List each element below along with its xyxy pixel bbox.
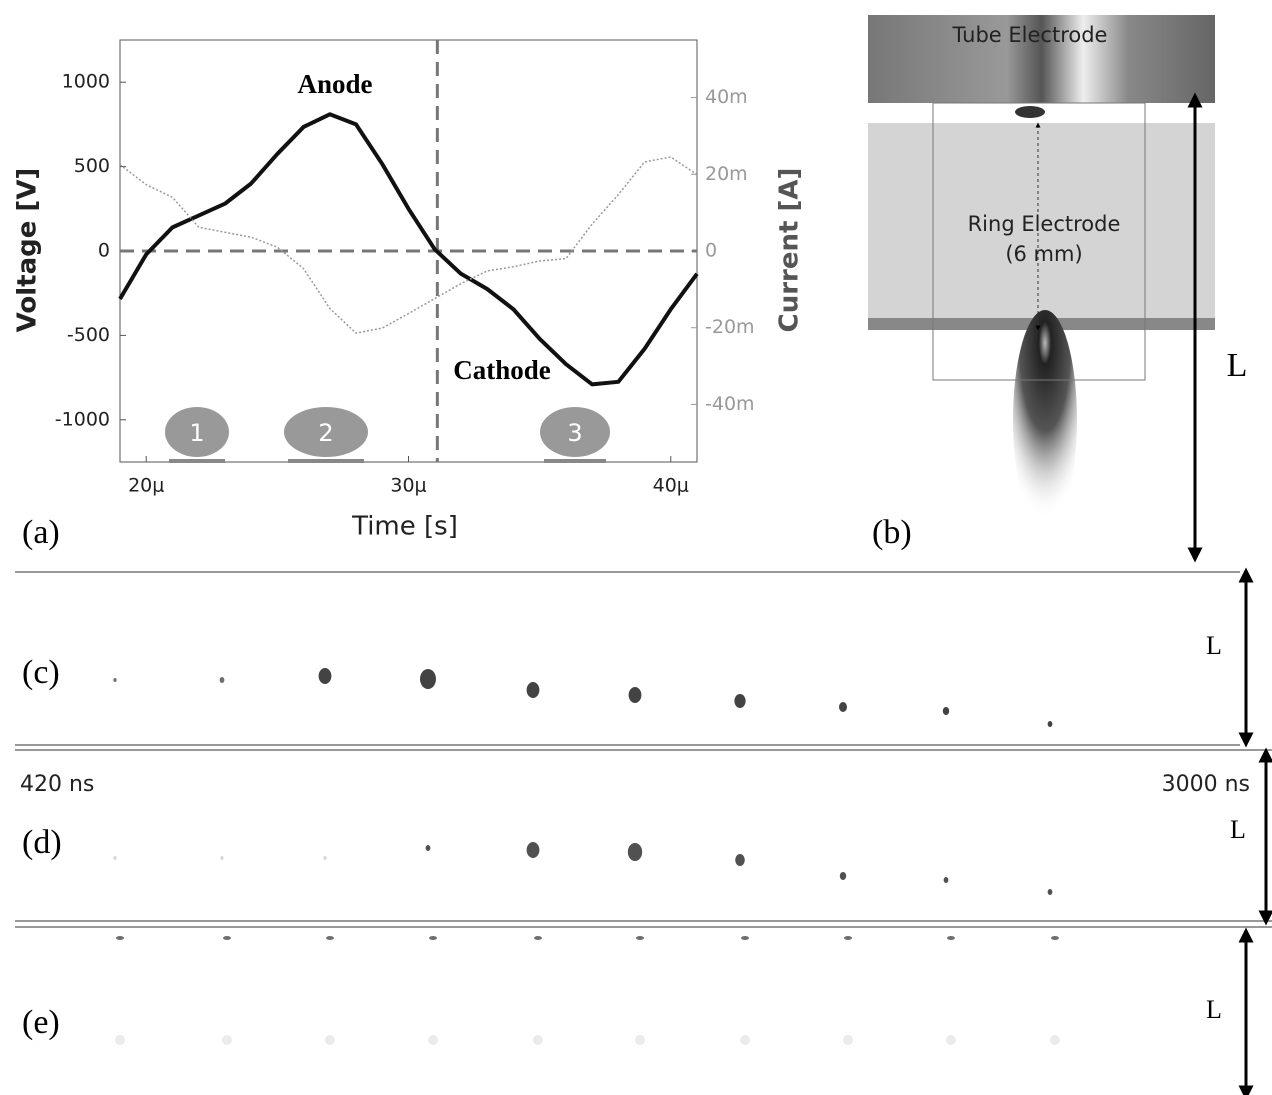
blob: [323, 856, 327, 860]
panel-label: (a): [22, 514, 60, 551]
blob: [627, 843, 643, 861]
blob: [220, 856, 224, 860]
y2-tick-label: -40m: [705, 393, 755, 415]
blob: [223, 936, 231, 940]
blob: [116, 936, 124, 940]
annotation: Anode: [297, 69, 372, 99]
blob: [628, 687, 642, 703]
x-tick-label: 30μ: [390, 475, 426, 497]
length-label: L: [1206, 995, 1222, 1024]
length-label: L: [1230, 815, 1246, 844]
blob: [1047, 721, 1053, 727]
blob: [843, 1035, 853, 1045]
blob: [741, 936, 749, 940]
end-time: 3000 ns: [1162, 772, 1250, 797]
blob: [1051, 936, 1059, 940]
panel-label: (d): [22, 824, 62, 861]
frame-strips: [15, 567, 1272, 1095]
y2-tick-label: 0: [705, 240, 717, 262]
y2-tick-label: 20m: [705, 163, 748, 185]
blob: [318, 668, 332, 684]
panel-label: (e): [22, 1004, 60, 1041]
blob: [428, 1035, 438, 1045]
blob: [420, 669, 436, 689]
y2-axis-label: Current [A]: [775, 168, 805, 333]
y2-tick-label: -20m: [705, 316, 755, 338]
y-tick-label: -500: [67, 324, 110, 346]
marker-label: 1: [189, 419, 204, 447]
y-tick-label: -1000: [55, 408, 110, 430]
blob: [734, 694, 746, 708]
blob: [533, 1035, 543, 1045]
x-tick-label: 20μ: [128, 475, 164, 497]
blob: [534, 936, 542, 940]
y-tick-label: 1000: [62, 71, 110, 93]
blob: [1050, 1035, 1060, 1045]
panel-label: (b): [872, 514, 912, 551]
blob: [425, 845, 431, 851]
ring-label: Ring Electrode: [968, 212, 1121, 236]
blob: [219, 677, 225, 683]
electrode-image: [868, 15, 1215, 563]
blob: [1047, 889, 1053, 895]
series-line: [119, 156, 698, 334]
blob: [740, 1035, 750, 1045]
y-tick-label: 500: [74, 155, 110, 177]
blob: [429, 936, 437, 940]
blob: [636, 936, 644, 940]
blob: [113, 678, 117, 682]
y-tick-label: 0: [98, 240, 110, 262]
ring-size: (6 mm): [1005, 242, 1082, 266]
blob: [526, 682, 540, 698]
blob: [326, 936, 334, 940]
x-tick-label: 40μ: [653, 475, 689, 497]
annotation: Cathode: [453, 355, 551, 385]
blob: [222, 1035, 232, 1045]
blob: [325, 1035, 335, 1045]
marker-label: 2: [318, 419, 333, 447]
marker-label: 3: [567, 419, 582, 447]
length-label: L: [1227, 347, 1248, 384]
panel-label: (c): [22, 654, 60, 691]
series-line: [118, 112, 699, 387]
blob: [115, 1035, 125, 1045]
blob: [947, 936, 955, 940]
blob: [943, 877, 949, 883]
x-axis-label: Time [s]: [351, 512, 458, 542]
blob: [942, 707, 950, 715]
length-label: L: [1206, 631, 1222, 660]
marker-bubble: [540, 407, 610, 457]
start-time: 420 ns: [20, 772, 94, 797]
y-axis-label: Voltage [V]: [13, 168, 43, 333]
blob: [844, 936, 852, 940]
marker-bubble: [284, 407, 368, 457]
marker-bubble: [165, 407, 229, 457]
blob: [839, 872, 847, 880]
blob: [635, 1035, 645, 1045]
blob: [526, 842, 540, 858]
blob: [946, 1035, 956, 1045]
blob: [735, 854, 745, 866]
blob: [113, 856, 117, 860]
y2-tick-label: 40m: [705, 86, 748, 108]
blob: [839, 702, 847, 712]
tube-label: Tube Electrode: [952, 23, 1108, 47]
